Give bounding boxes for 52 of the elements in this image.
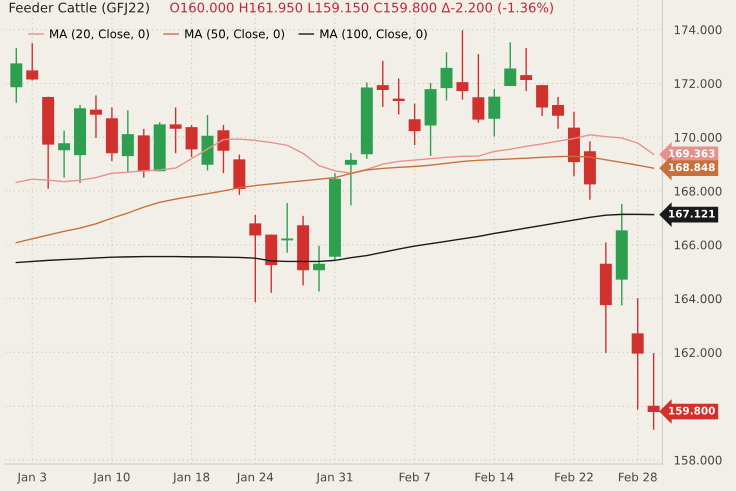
chart-title: Feeder Cattle (GFJ22) [10, 2, 149, 15]
x-tick-label: Feb 28 [619, 472, 657, 482]
x-tick-label: Jan 31 [316, 472, 352, 484]
candlestick [249, 215, 262, 302]
chart-subtitle: O160.000 H161.950 L159.150 C159.800 Δ-2.200 (-1.36%) [170, 2, 553, 14]
candlestick [376, 60, 389, 107]
candlestick [632, 298, 644, 410]
y-tick-label: 164.000 [674, 294, 722, 304]
candlestick [58, 130, 70, 178]
data-label: 169.363 [669, 149, 715, 158]
candlestick [408, 104, 421, 146]
candlestick [186, 124, 198, 157]
y-tick-label: 170.000 [674, 132, 722, 142]
candlestick [392, 78, 405, 114]
candlestick [440, 52, 452, 100]
legend-label: MA (20, Close, 0) [50, 29, 149, 40]
candlestick [10, 48, 22, 103]
data-label: 168.848 [669, 163, 715, 172]
candlestick [520, 48, 532, 92]
candlestick [456, 30, 468, 100]
x-tick-label: Feb 14 [476, 472, 514, 482]
x-tick-label: Jan 10 [92, 472, 130, 484]
line-series [16, 156, 654, 244]
candlestick [552, 96, 564, 129]
candlestick [313, 246, 326, 292]
y-tick-label: 174.000 [674, 25, 722, 34]
x-tick-label: Feb 7 [400, 472, 430, 482]
legend-label: MA (100, Close, 0) [320, 29, 427, 40]
x-tick-label: Jan 24 [236, 472, 274, 484]
x-tick-label: Jan 18 [172, 472, 210, 484]
y-tick-label: 162.000 [674, 348, 722, 358]
candlestick [170, 107, 182, 154]
line-series [16, 214, 654, 264]
candlestick [536, 84, 548, 116]
y-tick-label: 166.000 [674, 240, 722, 250]
candlestick [26, 43, 38, 80]
candlestick [488, 88, 500, 137]
x-tick-label: Jan 3 [16, 472, 46, 484]
y-tick-label: 168.000 [674, 186, 722, 196]
candlestick [122, 110, 134, 172]
y-tick-label: 172.000 [674, 79, 722, 88]
legend-label: MA (50, Close, 0) [185, 29, 284, 40]
candlestick [281, 202, 294, 253]
data-label: 167.121 [669, 210, 715, 218]
candlestick [90, 95, 102, 138]
x-tick-label: Feb 22 [555, 472, 593, 482]
candlestick [217, 124, 230, 174]
candlestick [344, 153, 357, 206]
candlestick [472, 54, 484, 123]
text: 159.800 [669, 406, 715, 415]
y-tick-label: 158.000 [674, 456, 722, 465]
candlestick [504, 42, 516, 86]
